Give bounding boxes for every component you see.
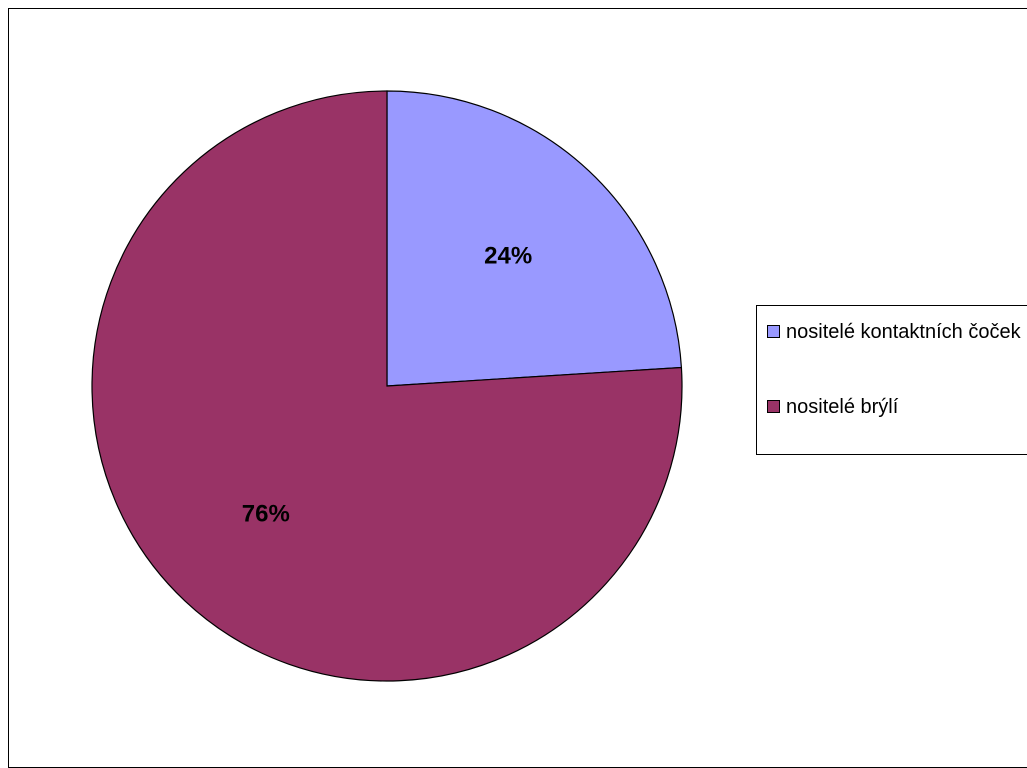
legend-item-contact-lenses: nositelé kontaktních čoček (767, 318, 1026, 346)
legend-label-glasses: nositelé brýlí (786, 396, 899, 418)
legend-item-glasses: nositelé brýlí (767, 393, 1026, 421)
pie-slice-0 (386, 90, 683, 387)
legend-label-contact-lenses: nositelé kontaktních čoček (786, 321, 1021, 343)
pie-slice-label-0: 24% (484, 242, 532, 269)
pie-slice-label-1: 76% (242, 500, 290, 527)
legend-swatch-glasses (767, 400, 780, 413)
pie-slice-1 (91, 90, 683, 682)
legend: nositelé kontaktních čoček nositelé brýl… (756, 305, 1027, 455)
legend-swatch-contact-lenses (767, 325, 780, 338)
